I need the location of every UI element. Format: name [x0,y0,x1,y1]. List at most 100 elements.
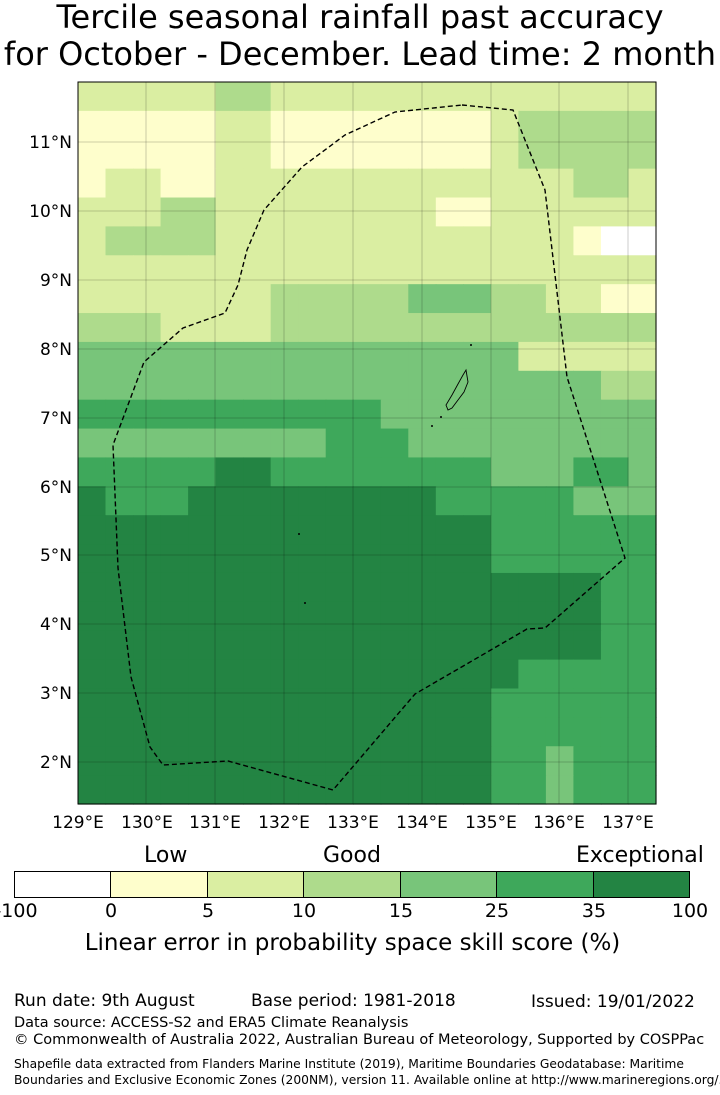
skill-cell [463,572,492,603]
skill-cell [435,341,464,372]
skill-cell [160,746,189,776]
skill-cell [325,110,354,141]
latitude-label: 3°N [40,684,72,704]
skill-cell [463,110,492,141]
colorbar-segment [304,872,401,897]
skill-cell [435,544,464,574]
skill-cell [600,226,630,256]
skill-cell [573,659,602,690]
skill-cell [408,313,437,343]
skill-cell [188,341,217,372]
longitude-label: 135°E [465,813,517,830]
skill-cell [243,82,272,112]
skill-cell [325,601,354,632]
skill-cell [133,659,162,690]
skill-cell [133,255,162,285]
colorbar-tick: 10 [291,900,317,922]
skill-cell [573,775,602,805]
skill-cell [215,313,244,343]
skill-cell [600,284,630,314]
latitude-label: 6°N [40,478,72,498]
latitude-label: 8°N [40,340,72,360]
skill-grid-cells [78,82,657,805]
map-title-line-1: Tercile seasonal rainfall past accuracy [56,0,664,36]
skill-cell [435,775,464,805]
skill-cell [518,226,547,256]
skill-cell [105,110,134,141]
skill-cell [105,313,134,343]
longitude-label: 137°E [602,813,654,830]
colorbar-tick: -100 [0,900,38,922]
skill-cell [408,370,437,401]
skill-cell [243,457,272,487]
skill-cell [380,399,409,430]
data-source: Data source: ACCESS-S2 and ERA5 Climate … [14,1015,409,1031]
skill-cell [160,544,189,574]
skill-cell [105,82,134,112]
copyright: © Commonwealth of Australia 2022, Austra… [14,1032,705,1048]
eez-boundary [112,104,626,791]
skill-cell [408,457,437,487]
skill-cell [160,139,189,170]
skill-cell [463,457,492,487]
skill-cell [408,399,437,430]
skill-cell [78,572,107,603]
colorbar-segment [497,872,594,897]
skill-cell [298,775,327,805]
skill-cell [408,688,437,718]
skill-cell [133,370,162,401]
skill-cell [298,630,327,661]
skill-cell [600,139,630,170]
skill-cell [380,428,409,459]
skill-cell [435,226,464,256]
skill-cell [490,139,519,170]
latitude-label: 9°N [40,271,72,291]
skill-cell [545,717,575,747]
skill-cell [160,428,189,459]
skill-cell [490,110,519,141]
colorbar-tick: 15 [388,900,414,922]
skill-cell [160,370,189,401]
skill-cell [133,313,162,343]
skill-cell [105,168,134,199]
skill-cell [105,284,134,314]
skill-cell [628,428,657,459]
skill-cell [490,717,519,747]
skill-cell [215,601,244,632]
skill-cell [518,197,547,227]
skill-cell [463,399,492,430]
skill-cell [160,82,189,112]
skill-cell [628,746,657,776]
skill-cell [600,515,630,545]
skill-cell [518,341,547,372]
skill-cell [325,428,354,459]
skill-cell [380,746,409,776]
skill-cell [298,284,327,314]
skill-cell [518,630,547,661]
skill-cell [573,399,602,430]
island-dot [304,602,306,604]
skill-cell [160,688,189,718]
skill-cell [628,457,657,487]
skill-cell [353,544,382,574]
skill-cell [105,457,134,487]
skill-cell [545,775,575,805]
skill-cell [215,428,244,459]
skill-cell [160,717,189,747]
skill-cell [353,515,382,545]
skill-cell [215,515,244,545]
skill-cell [325,399,354,430]
skill-cell [490,168,519,199]
skill-cell [628,226,657,256]
skill-cell [270,341,299,372]
skill-cell [353,226,382,256]
skill-cell [435,746,464,776]
skill-cell [270,370,299,401]
skill-cell [243,659,272,690]
skill-cell [188,486,217,516]
skill-cell [78,197,107,227]
skill-cell [353,197,382,227]
island-dot [298,533,300,535]
skill-cell [325,544,354,574]
skill-cell [105,486,134,516]
